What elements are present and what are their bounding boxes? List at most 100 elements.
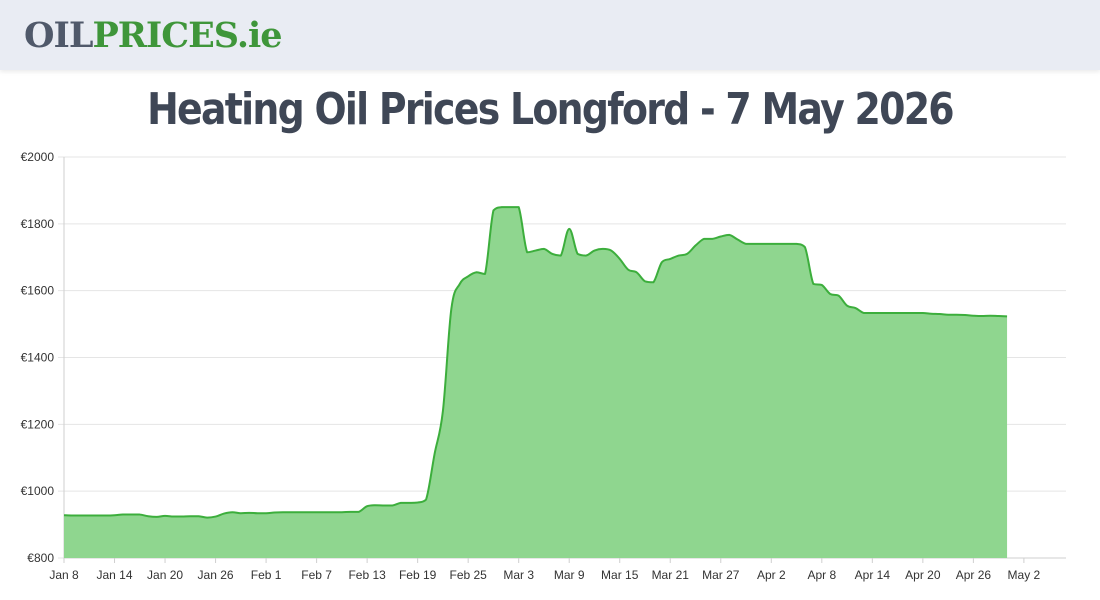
data-point[interactable] <box>305 509 311 515</box>
data-point[interactable] <box>962 312 968 318</box>
data-point[interactable] <box>583 253 589 259</box>
data-point[interactable] <box>549 251 555 257</box>
data-point[interactable] <box>676 253 682 259</box>
data-point[interactable] <box>524 249 530 255</box>
data-point[interactable] <box>128 512 134 518</box>
data-point[interactable] <box>1004 313 1010 319</box>
data-point[interactable] <box>507 204 513 210</box>
data-point[interactable] <box>667 256 673 262</box>
data-point[interactable] <box>970 313 976 319</box>
data-point[interactable] <box>272 510 278 516</box>
data-point[interactable] <box>516 204 522 210</box>
data-point[interactable] <box>642 278 648 284</box>
data-point[interactable] <box>213 514 219 520</box>
data-point[interactable] <box>112 512 118 518</box>
data-point[interactable] <box>979 313 985 319</box>
data-point[interactable] <box>777 241 783 247</box>
data-point[interactable] <box>196 513 202 519</box>
data-point[interactable] <box>288 509 294 515</box>
data-point[interactable] <box>465 273 471 279</box>
data-point[interactable] <box>499 204 505 210</box>
data-point[interactable] <box>69 513 75 519</box>
data-point[interactable] <box>255 510 261 516</box>
data-point[interactable] <box>541 246 547 252</box>
data-point[interactable] <box>575 251 581 257</box>
data-point[interactable] <box>743 241 749 247</box>
data-point[interactable] <box>802 244 808 250</box>
data-point[interactable] <box>810 281 816 287</box>
data-point[interactable] <box>768 241 774 247</box>
data-point[interactable] <box>600 246 606 252</box>
data-point[interactable] <box>187 513 193 519</box>
data-point[interactable] <box>987 313 993 319</box>
data-point[interactable] <box>650 279 656 285</box>
data-point[interactable] <box>179 514 185 520</box>
data-point[interactable] <box>937 311 943 317</box>
data-point[interactable] <box>280 509 286 515</box>
data-point[interactable] <box>423 497 429 503</box>
data-point[interactable] <box>945 312 951 318</box>
data-point[interactable] <box>693 243 699 249</box>
data-point[interactable] <box>861 310 867 316</box>
data-point[interactable] <box>238 510 244 516</box>
data-point[interactable] <box>869 310 875 316</box>
data-point[interactable] <box>431 451 437 457</box>
data-point[interactable] <box>634 269 640 275</box>
data-point[interactable] <box>903 310 909 316</box>
data-point[interactable] <box>448 306 454 312</box>
data-point[interactable] <box>457 281 463 287</box>
data-point[interactable] <box>836 293 842 299</box>
data-point[interactable] <box>145 513 151 519</box>
data-point[interactable] <box>398 500 404 506</box>
data-point[interactable] <box>103 513 109 519</box>
data-point[interactable] <box>474 269 480 275</box>
data-point[interactable] <box>373 502 379 508</box>
data-point[interactable] <box>608 248 614 254</box>
data-point[interactable] <box>314 509 320 515</box>
data-point[interactable] <box>86 513 92 519</box>
data-point[interactable] <box>617 256 623 262</box>
data-point[interactable] <box>920 310 926 316</box>
data-point[interactable] <box>339 509 345 515</box>
data-point[interactable] <box>819 282 825 288</box>
data-point[interactable] <box>659 259 665 265</box>
data-point[interactable] <box>263 510 269 516</box>
data-point[interactable] <box>61 512 67 518</box>
data-point[interactable] <box>827 291 833 297</box>
data-point[interactable] <box>625 267 631 273</box>
data-point[interactable] <box>886 310 892 316</box>
data-point[interactable] <box>356 509 362 515</box>
data-point[interactable] <box>347 509 353 515</box>
data-point[interactable] <box>482 271 488 277</box>
data-point[interactable] <box>760 241 766 247</box>
data-point[interactable] <box>684 251 690 257</box>
data-point[interactable] <box>718 234 724 240</box>
data-point[interactable] <box>735 237 741 243</box>
data-point[interactable] <box>911 310 917 316</box>
data-point[interactable] <box>490 207 496 213</box>
data-point[interactable] <box>844 303 850 309</box>
data-point[interactable] <box>322 509 328 515</box>
data-point[interactable] <box>440 408 446 414</box>
data-point[interactable] <box>785 241 791 247</box>
data-point[interactable] <box>170 514 176 520</box>
data-point[interactable] <box>853 305 859 311</box>
data-point[interactable] <box>566 226 572 232</box>
data-point[interactable] <box>895 310 901 316</box>
data-point[interactable] <box>95 513 101 519</box>
data-point[interactable] <box>533 248 539 254</box>
data-point[interactable] <box>794 241 800 247</box>
data-point[interactable] <box>229 509 235 515</box>
data-point[interactable] <box>120 512 126 518</box>
data-point[interactable] <box>709 236 715 242</box>
data-point[interactable] <box>591 248 597 254</box>
data-point[interactable] <box>996 313 1002 319</box>
data-point[interactable] <box>701 236 707 242</box>
data-point[interactable] <box>406 500 412 506</box>
data-point[interactable] <box>162 513 168 519</box>
data-point[interactable] <box>389 503 395 509</box>
data-point[interactable] <box>204 515 210 521</box>
data-point[interactable] <box>751 241 757 247</box>
data-point[interactable] <box>381 503 387 509</box>
data-point[interactable] <box>154 514 160 520</box>
